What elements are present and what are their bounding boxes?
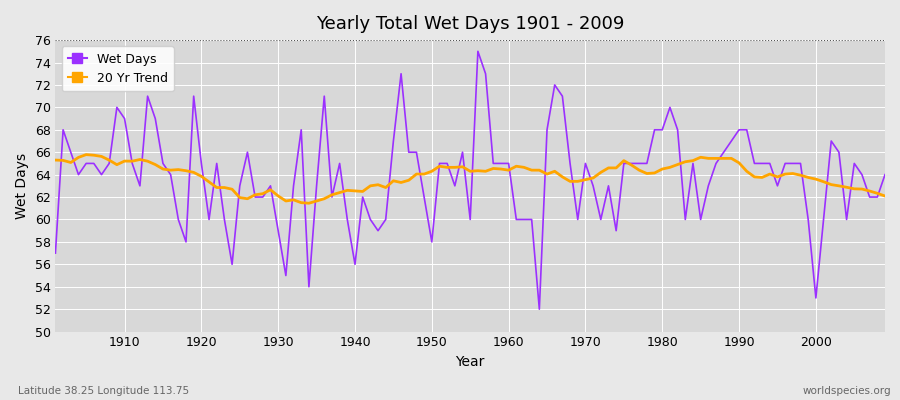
20 Yr Trend [511,164,522,169]
20 Yr Trend [50,158,61,162]
Text: worldspecies.org: worldspecies.org [803,386,891,396]
20 Yr Trend [342,188,353,193]
Line: Wet Days: Wet Days [56,51,885,309]
20 Yr Trend [81,152,92,157]
Title: Yearly Total Wet Days 1901 - 2009: Yearly Total Wet Days 1901 - 2009 [316,15,625,33]
Wet Days [879,172,890,177]
20 Yr Trend [518,165,529,170]
20 Yr Trend [303,201,314,206]
Line: 20 Yr Trend: 20 Yr Trend [56,155,885,203]
Wet Days [534,307,544,312]
Wet Days [611,228,622,233]
20 Yr Trend [119,159,130,164]
Wet Days [327,195,338,200]
Wet Days [112,105,122,110]
X-axis label: Year: Year [455,355,485,369]
20 Yr Trend [288,198,299,202]
Legend: Wet Days, 20 Yr Trend: Wet Days, 20 Yr Trend [62,46,174,91]
Wet Days [281,273,292,278]
20 Yr Trend [611,166,622,170]
Y-axis label: Wet Days: Wet Days [15,153,29,219]
Text: Latitude 38.25 Longitude 113.75: Latitude 38.25 Longitude 113.75 [18,386,189,396]
Wet Days [503,161,514,166]
20 Yr Trend [879,194,890,198]
Wet Days [472,49,483,54]
Wet Days [511,217,522,222]
Wet Days [50,251,61,256]
